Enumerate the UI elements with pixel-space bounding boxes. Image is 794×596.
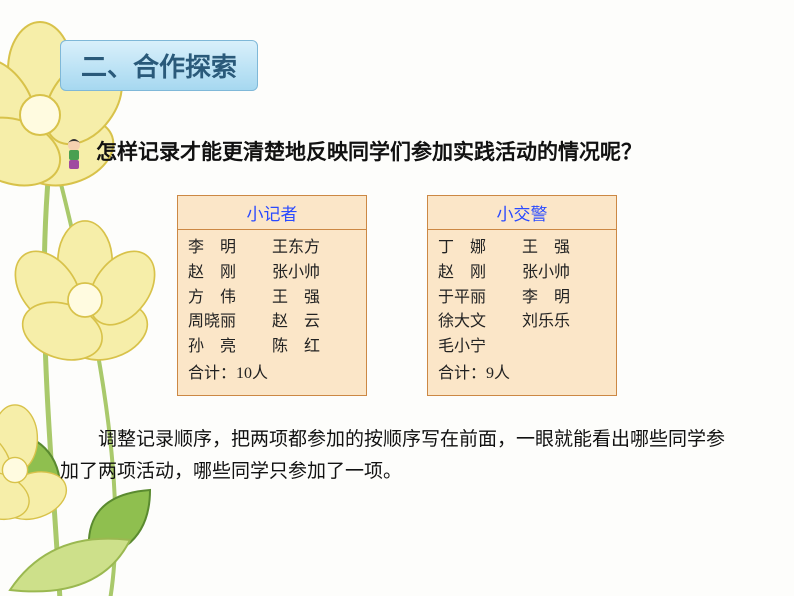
name: 王 强: [522, 236, 606, 261]
groups-row: 小记者 李 明王东方 赵 刚张小帅 方 伟王 强 周晓丽赵 云 孙 亮陈 红 合…: [60, 195, 734, 396]
group-title: 小交警: [428, 196, 616, 230]
name-row: 于平丽李 明: [438, 286, 606, 311]
slide-content: 二、合作探索 怎样记录才能更清楚地反映同学们参加实践活动的情况呢？ 小记者 李 …: [0, 0, 794, 596]
name-row: 赵 刚张小帅: [188, 261, 356, 286]
name: 张小帅: [272, 261, 356, 286]
group-title: 小记者: [178, 196, 366, 230]
name: 赵 云: [272, 310, 356, 335]
group-body: 丁 娜王 强 赵 刚张小帅 于平丽李 明 徐大文刘乐乐 毛小宁 合计：9人: [428, 230, 616, 395]
name: 赵 刚: [438, 261, 522, 286]
name: 李 明: [188, 236, 272, 261]
name-row: 丁 娜王 强: [438, 236, 606, 261]
name-row: 周晓丽赵 云: [188, 310, 356, 335]
name: 方 伟: [188, 286, 272, 311]
name: 于平丽: [438, 286, 522, 311]
name-row: 赵 刚张小帅: [438, 261, 606, 286]
name-row: 毛小宁: [438, 335, 606, 360]
group-total: 合计：10人: [188, 362, 356, 387]
name-row: 李 明王东方: [188, 236, 356, 261]
name: 张小帅: [522, 261, 606, 286]
name: 毛小宁: [438, 335, 522, 360]
group-box-reporter: 小记者 李 明王东方 赵 刚张小帅 方 伟王 强 周晓丽赵 云 孙 亮陈 红 合…: [177, 195, 367, 396]
name: 李 明: [522, 286, 606, 311]
question-text: 怎样记录才能更清楚地反映同学们参加实践活动的情况呢？: [96, 137, 642, 169]
name: 周晓丽: [188, 310, 272, 335]
teacher-icon: [60, 137, 88, 171]
name: 刘乐乐: [522, 310, 606, 335]
name-row: 方 伟王 强: [188, 286, 356, 311]
question-row: 怎样记录才能更清楚地反映同学们参加实践活动的情况呢？: [60, 137, 734, 171]
group-body: 李 明王东方 赵 刚张小帅 方 伟王 强 周晓丽赵 云 孙 亮陈 红 合计：10…: [178, 230, 366, 395]
group-box-police: 小交警 丁 娜王 强 赵 刚张小帅 于平丽李 明 徐大文刘乐乐 毛小宁 合计：9…: [427, 195, 617, 396]
name: 孙 亮: [188, 335, 272, 360]
section-header-text: 二、合作探索: [81, 53, 237, 82]
name: 赵 刚: [188, 261, 272, 286]
name: 陈 红: [272, 335, 356, 360]
name: 王东方: [272, 236, 356, 261]
name-row: 徐大文刘乐乐: [438, 310, 606, 335]
name-row: 孙 亮陈 红: [188, 335, 356, 360]
name: 王 强: [272, 286, 356, 311]
name: [522, 335, 606, 360]
section-header: 二、合作探索: [60, 40, 258, 91]
name: 徐大文: [438, 310, 522, 335]
explanation-text: 调整记录顺序，把两项都参加的按顺序写在前面，一眼就能看出哪些同学参加了两项活动，…: [60, 424, 734, 489]
group-total: 合计：9人: [438, 362, 606, 387]
name: 丁 娜: [438, 236, 522, 261]
